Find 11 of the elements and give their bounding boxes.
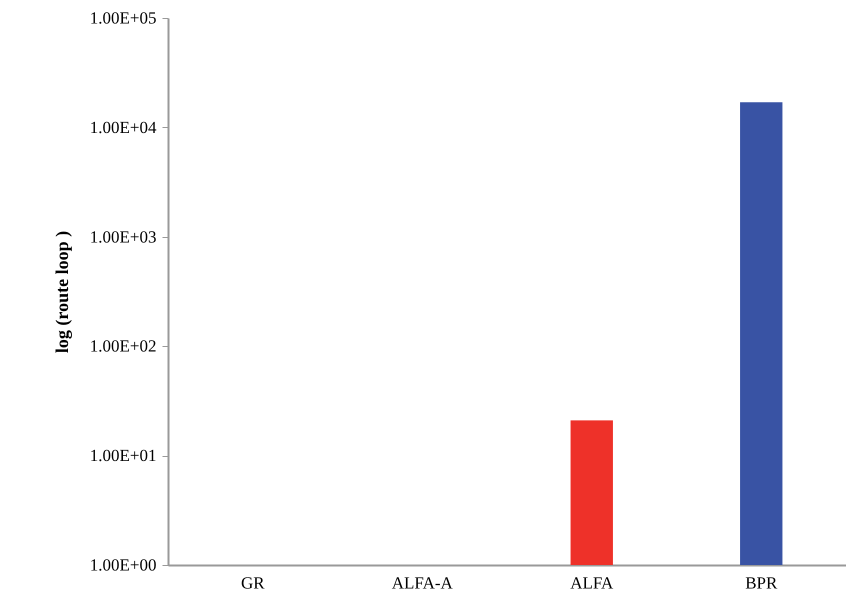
x-tick-label: GR — [240, 574, 266, 592]
x-tick-label: BPR — [745, 574, 778, 592]
x-tick-label: ALFA — [570, 574, 614, 592]
x-tick-label: ALFA-A — [392, 574, 454, 592]
y-tick-label: 1.00E+00 — [90, 556, 156, 574]
y-tick-label: 1.00E+03 — [90, 227, 156, 246]
y-axis-title: log (route loop ) — [52, 230, 72, 354]
y-tick-label: 1.00E+05 — [90, 8, 156, 28]
y-tick-label: 1.00E+02 — [90, 336, 156, 356]
y-tick-label: 1.00E+04 — [90, 118, 157, 137]
y-tick-label: 1.00E+01 — [90, 446, 156, 466]
